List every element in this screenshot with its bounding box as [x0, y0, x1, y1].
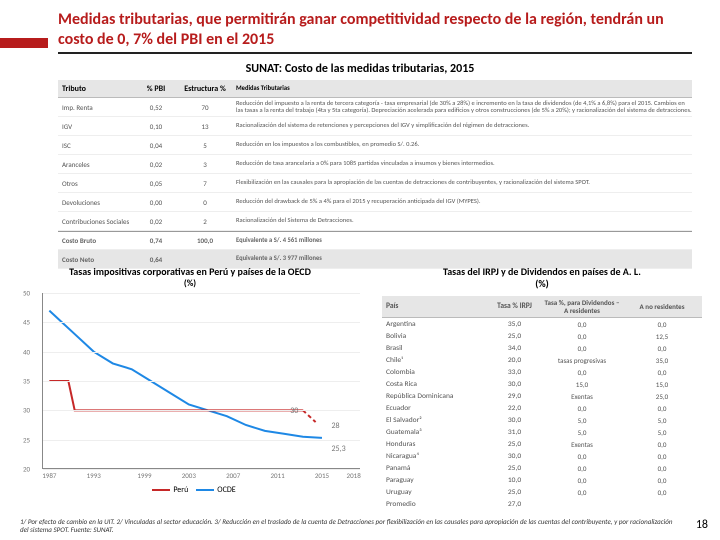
title-underline [58, 52, 692, 54]
chart-legend: PerúOCDE [20, 485, 360, 495]
rt-row: Honduras25,0Exentas0,0 [382, 438, 702, 450]
rt-row: Ecuador22,00,00,0 [382, 402, 702, 414]
sunat-body: Imp. Renta0,5270Reducción del impuesto a… [58, 98, 692, 269]
sunat-total: Costo Bruto0,74100,0Equivalente a S/. 4 … [58, 231, 692, 250]
rt-h2: Tasa %, para Dividendos – A residentes [542, 299, 622, 314]
sunat-row: Otros0,057Flexibilización en las causale… [58, 174, 692, 193]
rt-h1: Tasa % IRPJ [487, 302, 542, 311]
rt-row: Colombia33,00,00,0 [382, 366, 702, 378]
rt-row: Guatemala³31,05,05,0 [382, 426, 702, 438]
footnote: 1/ Por efecto de cambio en la UIT. 2/ Vi… [20, 518, 680, 534]
rt-row: Uruguay25,00,00,0 [382, 486, 702, 498]
sunat-row: Imp. Renta0,5270Reducción del impuesto a… [58, 98, 692, 117]
rt-h3: A no residentes [622, 303, 702, 311]
rt-row: Argentina35,00,00,0 [382, 318, 702, 330]
rt-row: Paraguay10,00,00,0 [382, 474, 702, 486]
sunat-h3: Medidas Tributarias [232, 85, 692, 92]
sunat-row: Devoluciones0,000Reducción del drawback … [58, 193, 692, 212]
sunat-row: Contribuciones Sociales0,022Racionalizac… [58, 212, 692, 231]
right-table: País Tasa % IRPJ Tasa %, para Dividendos… [382, 296, 702, 510]
rt-row: Bolivia25,00,012,5 [382, 330, 702, 342]
rt-row: El Salvador²30,05,05,0 [382, 414, 702, 426]
rt-row: Promedio27,0 [382, 498, 702, 510]
sunat-h0: Tributo [58, 84, 134, 94]
sunat-row: IGV0,1013Racionalización del sistema de … [58, 117, 692, 136]
rt-header: País Tasa % IRPJ Tasa %, para Dividendos… [382, 296, 702, 318]
chart-block: Tasas impositivas corporativas en Perú y… [20, 266, 360, 495]
chart-subtitle: (%) [20, 278, 360, 289]
sunat-header-row: Tributo % PBI Estructura % Medidas Tribu… [58, 80, 692, 98]
rt-row: Brasil34,00,00,0 [382, 342, 702, 354]
sunat-h2: Estructura % [178, 84, 232, 94]
sunat-table: Tributo % PBI Estructura % Medidas Tribu… [58, 80, 692, 269]
rt-row: Nicaragua⁴30,00,00,0 [382, 450, 702, 462]
chart-title: Tasas impositivas corporativas en Perú y… [20, 266, 360, 278]
subtitle: SUNAT: Costo de las medidas tributarias,… [0, 62, 720, 76]
sunat-row: Aranceles0,023Reducción de tasa arancela… [58, 155, 692, 174]
rt-h0: País [382, 302, 487, 311]
rt-row: República Dominicana29,0Exentas25,0 [382, 390, 702, 402]
rt-row: Costa Rica30,015,015,0 [382, 378, 702, 390]
rt-title-sub: (%) [535, 277, 549, 290]
page-number: 18 [696, 518, 708, 532]
rt-body: Argentina35,00,00,0Bolivia25,00,012,5Bra… [382, 318, 702, 510]
rt-row: Chile¹20,0tasas progresivas35,0 [382, 354, 702, 366]
sunat-row: ISC0,045Reducción en los impuestos a los… [58, 136, 692, 155]
rt-row: Panamá25,00,00,0 [382, 462, 702, 474]
chart-area: 2025303540455019871993199920032007201120… [42, 293, 360, 469]
accent-bar [0, 38, 48, 48]
sunat-h1: % PBI [134, 84, 178, 94]
page-title: Medidas tributarias, que permitirán gana… [58, 10, 700, 50]
right-table-title: Tasas del IRPJ y de Dividendos en países… [382, 266, 702, 290]
